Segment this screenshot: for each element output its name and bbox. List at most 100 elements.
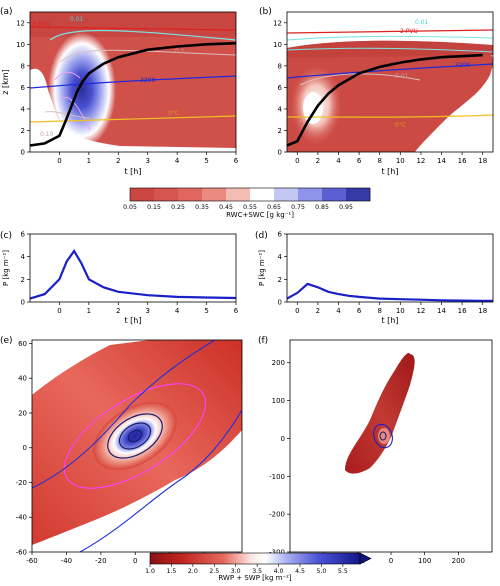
panel-f-ytick-label: 200 — [272, 359, 285, 367]
panel-b-xtick-label: 2 — [316, 157, 320, 165]
panel-e-letter: (e) — [0, 336, 13, 346]
panel-d-xtick-label: 18 — [478, 307, 487, 315]
panel-f-xtick-label: 200 — [452, 557, 465, 565]
panel-f-ytick-label: -100 — [269, 473, 285, 481]
panel-a-pvu-label: 2 PVU — [32, 21, 50, 28]
panel-b-ytick-label: 6 — [278, 84, 283, 92]
colorbar-rwp-swp-tick-label: 4.5 — [295, 568, 305, 575]
panel-d-ytick-label: 2 — [278, 276, 282, 284]
colorbar-rwc-swc: 0.05 0.15 0.25 0.35 0.45 0.55 0.65 0.75 0.85 0.95 — [123, 187, 371, 211]
panel-a-letter: (a) — [0, 7, 13, 17]
panel-c-axes: 0 1 2 3 4 5 6 0 2 4 6 — [21, 231, 239, 316]
panel-c-ytick-label: 4 — [21, 253, 26, 261]
panel-d: 0 2 4 6 8 10 12 14 16 18 0 2 4 6 (d) t [h] P [kg m⁻²] — [255, 231, 494, 325]
panel-b-xtick-label: 12 — [416, 157, 425, 165]
colorbar-rwp-swp-tick-label: 1.5 — [167, 568, 177, 575]
colorbar-rwc-swc-tick-label: 0.45 — [219, 204, 233, 211]
colorbar-rwp-swp-tick-label: 2.5 — [209, 568, 219, 575]
panel-a-core — [48, 32, 116, 148]
panel-a-pvu-line — [29, 26, 237, 31]
panel-b-mean-trajectory — [286, 53, 483, 147]
panel-f-xtick-label: 100 — [418, 557, 431, 565]
colorbar-rwc-swc-tick-label: 0.35 — [195, 204, 209, 211]
panel-a-ytick-label: 6 — [21, 84, 26, 92]
colorbar-rwc-swc-tick-label: 0.95 — [339, 204, 353, 211]
panel-e-ytick-label: 40 — [18, 375, 27, 383]
panel-c-ytick-label: 0 — [21, 299, 25, 307]
colorbar-rwp-swp-ticks: 1.0 1.5 2.0 2.5 3.0 3.5 4.0 4.5 5.0 5.5 — [145, 564, 348, 575]
panel-c-xtick-label: 1 — [87, 307, 91, 315]
panel-a-c01-label: 0.1 — [175, 48, 185, 55]
panel-f-field — [345, 352, 415, 474]
panel-b-320k-label: 320K — [455, 62, 471, 69]
colorbar-rwc-swc-bin — [298, 188, 323, 201]
panel-d-ytick-label: 6 — [278, 231, 283, 239]
colorbar-rwc-swc-tick-label: 0.75 — [291, 204, 305, 211]
panel-a-ytick-label: 0 — [21, 149, 25, 157]
panel-f-ytick-label: 0 — [281, 435, 285, 443]
panel-d-xlabel: t [h] — [382, 316, 399, 325]
colorbar-rwp-swp-tick-label: 5.0 — [317, 568, 327, 575]
panel-a-zero-label: 0°C — [168, 110, 179, 117]
panel-c-xtick-label: 0 — [57, 307, 61, 315]
panel-b-xtick-label: 18 — [478, 157, 487, 165]
panel-b-zero-label: 0°C — [395, 122, 406, 129]
panel-d-ytick-label: 0 — [278, 299, 282, 307]
panel-a-c010-label: 0.10 — [40, 131, 54, 138]
panel-e-contour-outer — [32, 340, 216, 489]
panel-d-precip-line — [286, 282, 493, 302]
panel-b-axes: 0 2 4 6 8 10 12 14 16 18 0 2 4 6 8 10 12 — [273, 19, 487, 165]
panel-b-xtick-label: 0 — [295, 157, 299, 165]
panel-b-ytick-label: 0 — [278, 149, 282, 157]
colorbar-rwp-swp: 1.0 1.5 2.0 2.5 3.0 3.5 4.0 4.5 5.0 5.5 — [145, 552, 372, 575]
panel-d-xtick-label: 10 — [396, 307, 405, 315]
panel-a-ylabel: z [km] — [1, 69, 10, 94]
colorbar-rwc-swc-bin — [178, 188, 203, 201]
panel-e-ytick-label: -40 — [16, 514, 27, 522]
panel-f-ytick-label: -300 — [269, 549, 285, 557]
panel-d-xtick-label: 2 — [316, 307, 320, 315]
panel-b-xtick-label: 6 — [357, 157, 362, 165]
panel-b-ytick-label: 10 — [273, 41, 282, 49]
colorbar-rwc-swc-bin — [202, 188, 227, 201]
panel-a-320k-line — [29, 75, 237, 89]
panel-e-ytick-label: -60 — [16, 549, 27, 557]
colorbar-rwc-swc-bin — [346, 188, 371, 201]
panel-b-xtick-label: 16 — [458, 157, 467, 165]
panel-b-xtick-label: 10 — [396, 157, 405, 165]
colorbar-rwc-swc-tick-label: 0.65 — [267, 204, 281, 211]
panel-e-ytick-label: 0 — [23, 444, 27, 452]
colorbar-rwp-swp-tick-label: 2.0 — [188, 568, 198, 575]
panel-a-xtick-label: 5 — [204, 157, 208, 165]
panel-a-white-bottom — [30, 68, 236, 152]
panel-c-precip-line — [29, 248, 237, 300]
panel-a-ytick-label: 4 — [21, 105, 26, 113]
panel-c-ytick-label: 6 — [21, 231, 26, 239]
colorbar-rwp-swp-extend — [359, 552, 372, 565]
colorbar-rwc-swc-bin — [130, 188, 155, 201]
panel-e-ytick-label: 60 — [18, 340, 27, 348]
panel-b-xtick-label: 8 — [377, 157, 381, 165]
panel-f-ytick-label: 100 — [272, 397, 285, 405]
panel-d-xtick-label: 16 — [458, 307, 467, 315]
panel-c-letter: (c) — [0, 231, 12, 241]
panel-b-xlabel: t [h] — [382, 167, 399, 176]
panel-e-xtick-label: 0 — [133, 557, 137, 565]
panel-d-xtick-label: 4 — [336, 307, 341, 315]
panel-a-xtick-label: 4 — [175, 157, 180, 165]
panel-d-ylabel: P [kg m⁻²] — [258, 250, 266, 286]
panel-a-320k-label: 320K — [140, 77, 156, 84]
colorbar-rwc-swc-label: RWC+SWC [g kg⁻¹] — [226, 211, 294, 219]
panel-b-pvu-line — [286, 29, 494, 34]
panel-c-xtick-label: 5 — [204, 307, 208, 315]
panel-c: 0 1 2 3 4 5 6 0 2 4 6 (c) t [h] P [kg m⁻²] — [0, 231, 239, 326]
panel-b-ytick-label: 12 — [273, 19, 282, 27]
panel-a-zero-line — [29, 115, 237, 123]
panel-f-ytick-label: -200 — [269, 511, 285, 519]
colorbar-rwp-swp-gradient — [149, 552, 361, 565]
panel-a-xtick-label: 2 — [116, 157, 120, 165]
panel-e-xtick-label: -20 — [95, 557, 106, 565]
